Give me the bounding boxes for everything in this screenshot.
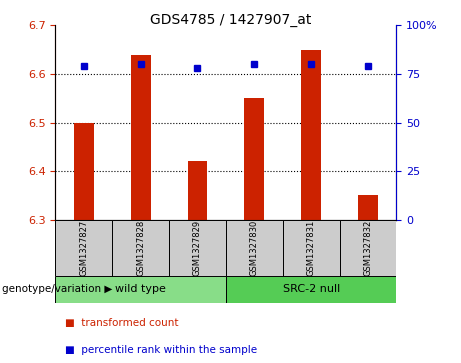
Bar [340,220,396,276]
Text: GSM1327827: GSM1327827 [79,220,88,276]
Text: SRC-2 null: SRC-2 null [283,285,340,294]
Bar [74,122,94,220]
Bar [244,98,264,220]
Bar [283,220,340,276]
Text: GSM1327832: GSM1327832 [364,220,372,276]
Bar [112,220,169,276]
Text: wild type: wild type [115,285,166,294]
Bar [55,220,112,276]
Bar [226,276,396,303]
Text: GDS4785 / 1427907_at: GDS4785 / 1427907_at [150,13,311,27]
Bar [55,276,226,303]
Text: GSM1327831: GSM1327831 [307,220,316,276]
Bar [358,195,378,220]
Text: GSM1327828: GSM1327828 [136,220,145,276]
Text: genotype/variation ▶: genotype/variation ▶ [2,285,112,294]
Bar [188,161,207,220]
Bar [226,220,283,276]
Bar [169,220,226,276]
Text: ■  transformed count: ■ transformed count [65,318,178,328]
Bar [130,54,151,220]
Text: ■  percentile rank within the sample: ■ percentile rank within the sample [65,345,257,355]
Text: GSM1327830: GSM1327830 [250,220,259,276]
Text: GSM1327829: GSM1327829 [193,220,202,276]
Bar [301,50,321,220]
